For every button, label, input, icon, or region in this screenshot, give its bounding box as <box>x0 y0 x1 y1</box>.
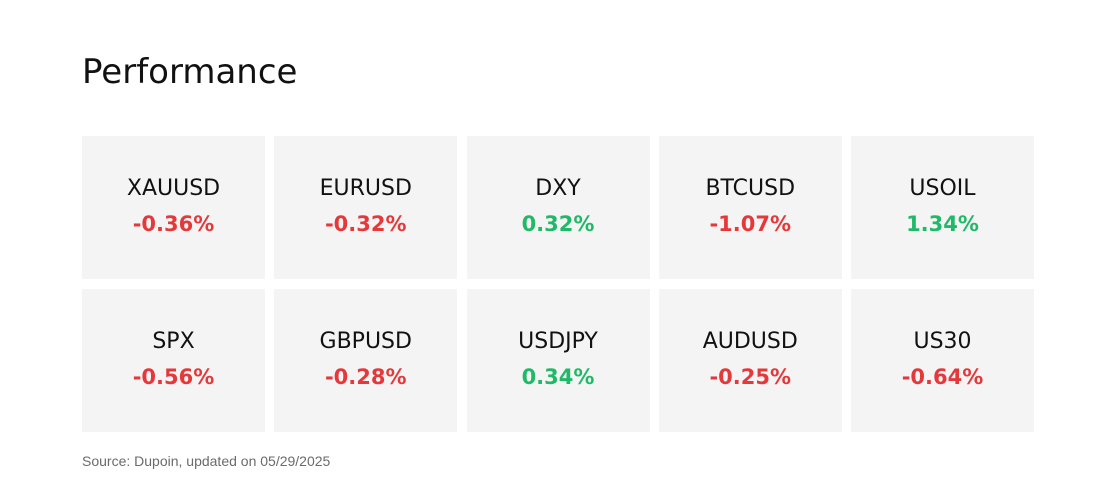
performance-tile: DXY 0.32% <box>466 136 650 279</box>
percent-change: 1.34% <box>906 211 979 236</box>
performance-tile: USDJPY 0.34% <box>466 289 650 432</box>
performance-tile: BTCUSD -1.07% <box>658 136 842 279</box>
instrument-symbol: USDJPY <box>518 328 598 354</box>
performance-tile: US30 -0.64% <box>851 289 1034 432</box>
instrument-symbol: XAUUSD <box>126 175 221 201</box>
percent-change: -0.32% <box>324 211 407 236</box>
percent-change: -0.64% <box>901 364 984 389</box>
performance-tile: AUDUSD -0.25% <box>658 289 842 432</box>
performance-tile: SPX -0.56% <box>82 289 265 432</box>
performance-tile: USOIL 1.34% <box>851 136 1034 279</box>
performance-grid: XAUUSD -0.36% EURUSD -0.32% DXY 0.32% BT… <box>82 136 1034 432</box>
percent-change: -1.07% <box>709 211 792 236</box>
performance-tile: GBPUSD -0.28% <box>274 289 458 432</box>
percent-change: -0.28% <box>324 364 407 389</box>
percent-change: -0.25% <box>709 364 792 389</box>
percent-change: 0.32% <box>521 211 595 236</box>
performance-tile: XAUUSD -0.36% <box>82 136 265 279</box>
instrument-symbol: AUDUSD <box>702 328 798 354</box>
instrument-symbol: EURUSD <box>319 175 412 201</box>
instrument-symbol: BTCUSD <box>705 175 796 201</box>
percent-change: -0.56% <box>132 364 215 389</box>
instrument-symbol: USOIL <box>909 175 976 201</box>
source-note: Source: Dupoin, updated on 05/29/2025 <box>82 453 331 469</box>
instrument-symbol: GBPUSD <box>319 328 412 354</box>
instrument-symbol: US30 <box>913 328 972 354</box>
page-title: Performance <box>82 52 298 92</box>
percent-change: -0.36% <box>132 211 215 236</box>
instrument-symbol: SPX <box>152 328 195 354</box>
instrument-symbol: DXY <box>535 175 581 201</box>
percent-change: 0.34% <box>521 364 595 389</box>
performance-tile: EURUSD -0.32% <box>274 136 458 279</box>
